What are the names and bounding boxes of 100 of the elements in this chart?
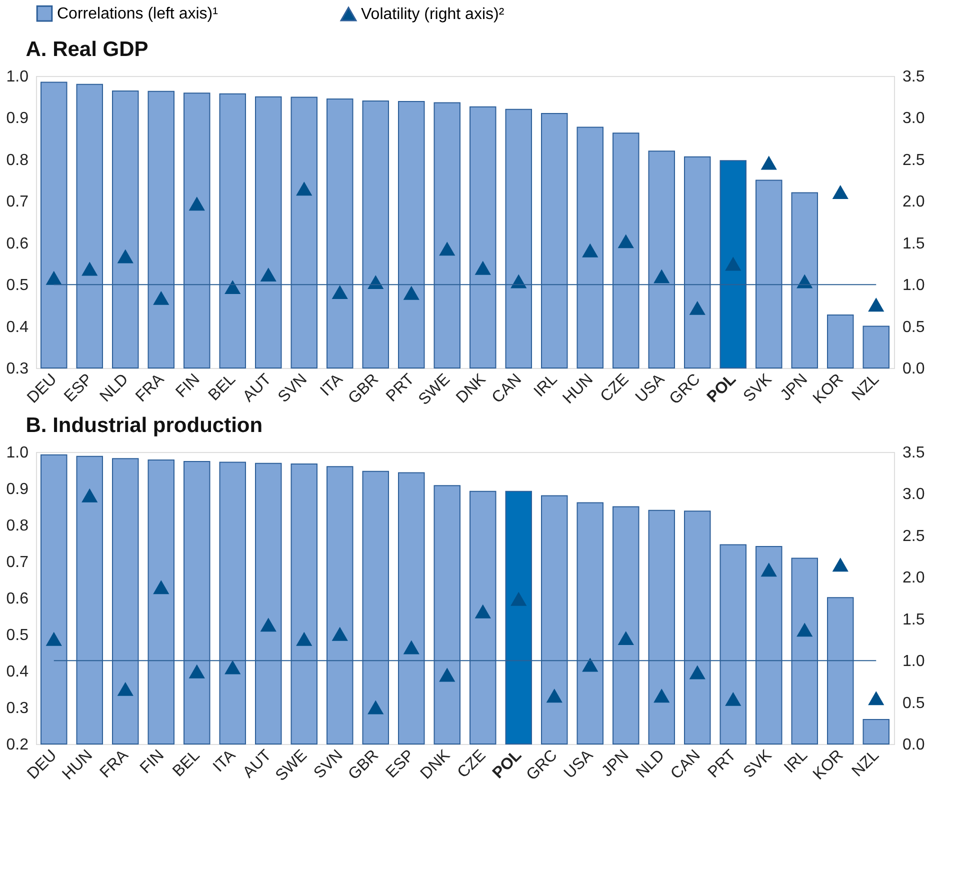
legend-label: Volatility (right axis)² (361, 6, 505, 24)
point (368, 700, 384, 714)
x-tick-label: JPN (778, 370, 811, 404)
point (403, 286, 420, 300)
point (260, 618, 276, 632)
y2-tick-label: 2.5 (902, 152, 925, 169)
point (868, 691, 884, 706)
y-tick-label: 0.5 (6, 627, 29, 644)
y-tick-label: 0.3 (6, 700, 29, 717)
y2-tick-label: 2.0 (902, 570, 925, 587)
x-tick-label: POL (704, 370, 740, 406)
point (582, 243, 598, 258)
x-tick-label: FIN (137, 746, 168, 778)
x-tick-label: FRA (97, 746, 132, 782)
point (153, 290, 170, 305)
x-tick-label: POL (490, 746, 526, 782)
x-tick-label: ITA (210, 746, 240, 776)
y-tick-label: 1.0 (6, 444, 29, 462)
point (439, 242, 456, 256)
y-tick-label: 0.4 (6, 664, 29, 680)
point (224, 660, 241, 674)
x-tick-label: USA (632, 370, 668, 406)
point (224, 280, 241, 294)
y-tick-label: 0.5 (6, 277, 29, 294)
chart-title: A. Real GDP (26, 38, 148, 61)
point (332, 285, 348, 300)
x-tick-label: IRL (531, 370, 561, 400)
point (368, 275, 384, 290)
point (296, 632, 312, 646)
point (725, 692, 742, 706)
point (296, 182, 312, 196)
y2-tick-label: 3.5 (902, 444, 925, 462)
y2-tick-label: 1.0 (902, 653, 925, 670)
point (188, 664, 205, 678)
point (439, 668, 456, 682)
y2-tick-label: 2.5 (902, 528, 925, 545)
y2-tick-label: 0.0 (902, 360, 925, 378)
point (332, 626, 348, 641)
point (689, 300, 706, 315)
point (618, 234, 634, 248)
y2-tick-label: 2.0 (902, 194, 925, 211)
point (654, 688, 670, 703)
y-tick-label: 0.6 (6, 235, 29, 252)
y-tick-label: 0.7 (6, 554, 29, 571)
point (153, 580, 170, 594)
y2-tick-label: 1.5 (902, 235, 925, 252)
point (46, 270, 62, 285)
y2-tick-label: 3.5 (902, 68, 925, 86)
y-tick-label: 0.9 (6, 481, 29, 498)
y2-tick-label: 0.5 (902, 318, 925, 336)
point (117, 249, 134, 264)
x-tick-label: FIN (172, 370, 204, 402)
y2-tick-label: 0.5 (902, 694, 925, 712)
point (725, 256, 742, 271)
point (188, 196, 205, 211)
y-tick-label: 0.4 (6, 318, 29, 336)
point (689, 665, 706, 680)
point (82, 488, 98, 502)
point (46, 632, 62, 646)
point (582, 658, 598, 672)
point (796, 622, 813, 637)
y-tick-label: 0.9 (6, 110, 29, 128)
point (760, 562, 777, 577)
x-tick-label: ITA (317, 370, 346, 400)
point (260, 268, 276, 282)
point (474, 260, 491, 275)
y2-tick-label: 3.0 (902, 486, 925, 504)
point (117, 682, 134, 696)
y-tick-label: 0.3 (6, 360, 29, 378)
chart-title: B. Industrial production (26, 414, 263, 437)
point (546, 688, 562, 703)
y2-tick-label: 1.5 (902, 611, 925, 628)
point (760, 156, 777, 170)
x-tick-label: JPN (598, 746, 632, 780)
point (403, 640, 420, 654)
y-tick-label: 0.8 (6, 152, 29, 169)
point (510, 592, 527, 606)
x-tick-label: NZL (849, 370, 883, 404)
y-tick-label: 0.8 (6, 518, 29, 534)
y-tick-label: 0.2 (6, 736, 29, 754)
y2-tick-label: 3.0 (902, 110, 925, 128)
x-tick-label: FRA (132, 370, 168, 406)
point (474, 604, 491, 618)
point (832, 558, 848, 572)
y-tick-label: 0.7 (6, 194, 29, 211)
point (868, 298, 884, 312)
point (832, 184, 848, 199)
x-tick-label: BEL (170, 746, 204, 780)
y-tick-label: 0.6 (6, 590, 29, 608)
x-tick-label: USA (561, 746, 597, 782)
y2-tick-label: 1.0 (902, 277, 925, 294)
point (82, 262, 98, 276)
y-tick-label: 1.0 (6, 68, 29, 86)
x-tick-label: IRL (781, 746, 812, 776)
point (618, 631, 634, 646)
x-tick-label: BEL (206, 370, 240, 404)
y2-tick-label: 0.0 (902, 736, 925, 754)
x-tick-label: NZL (849, 746, 883, 780)
legend-label: Correlations (left axis)¹ (57, 6, 218, 23)
point (654, 269, 670, 284)
